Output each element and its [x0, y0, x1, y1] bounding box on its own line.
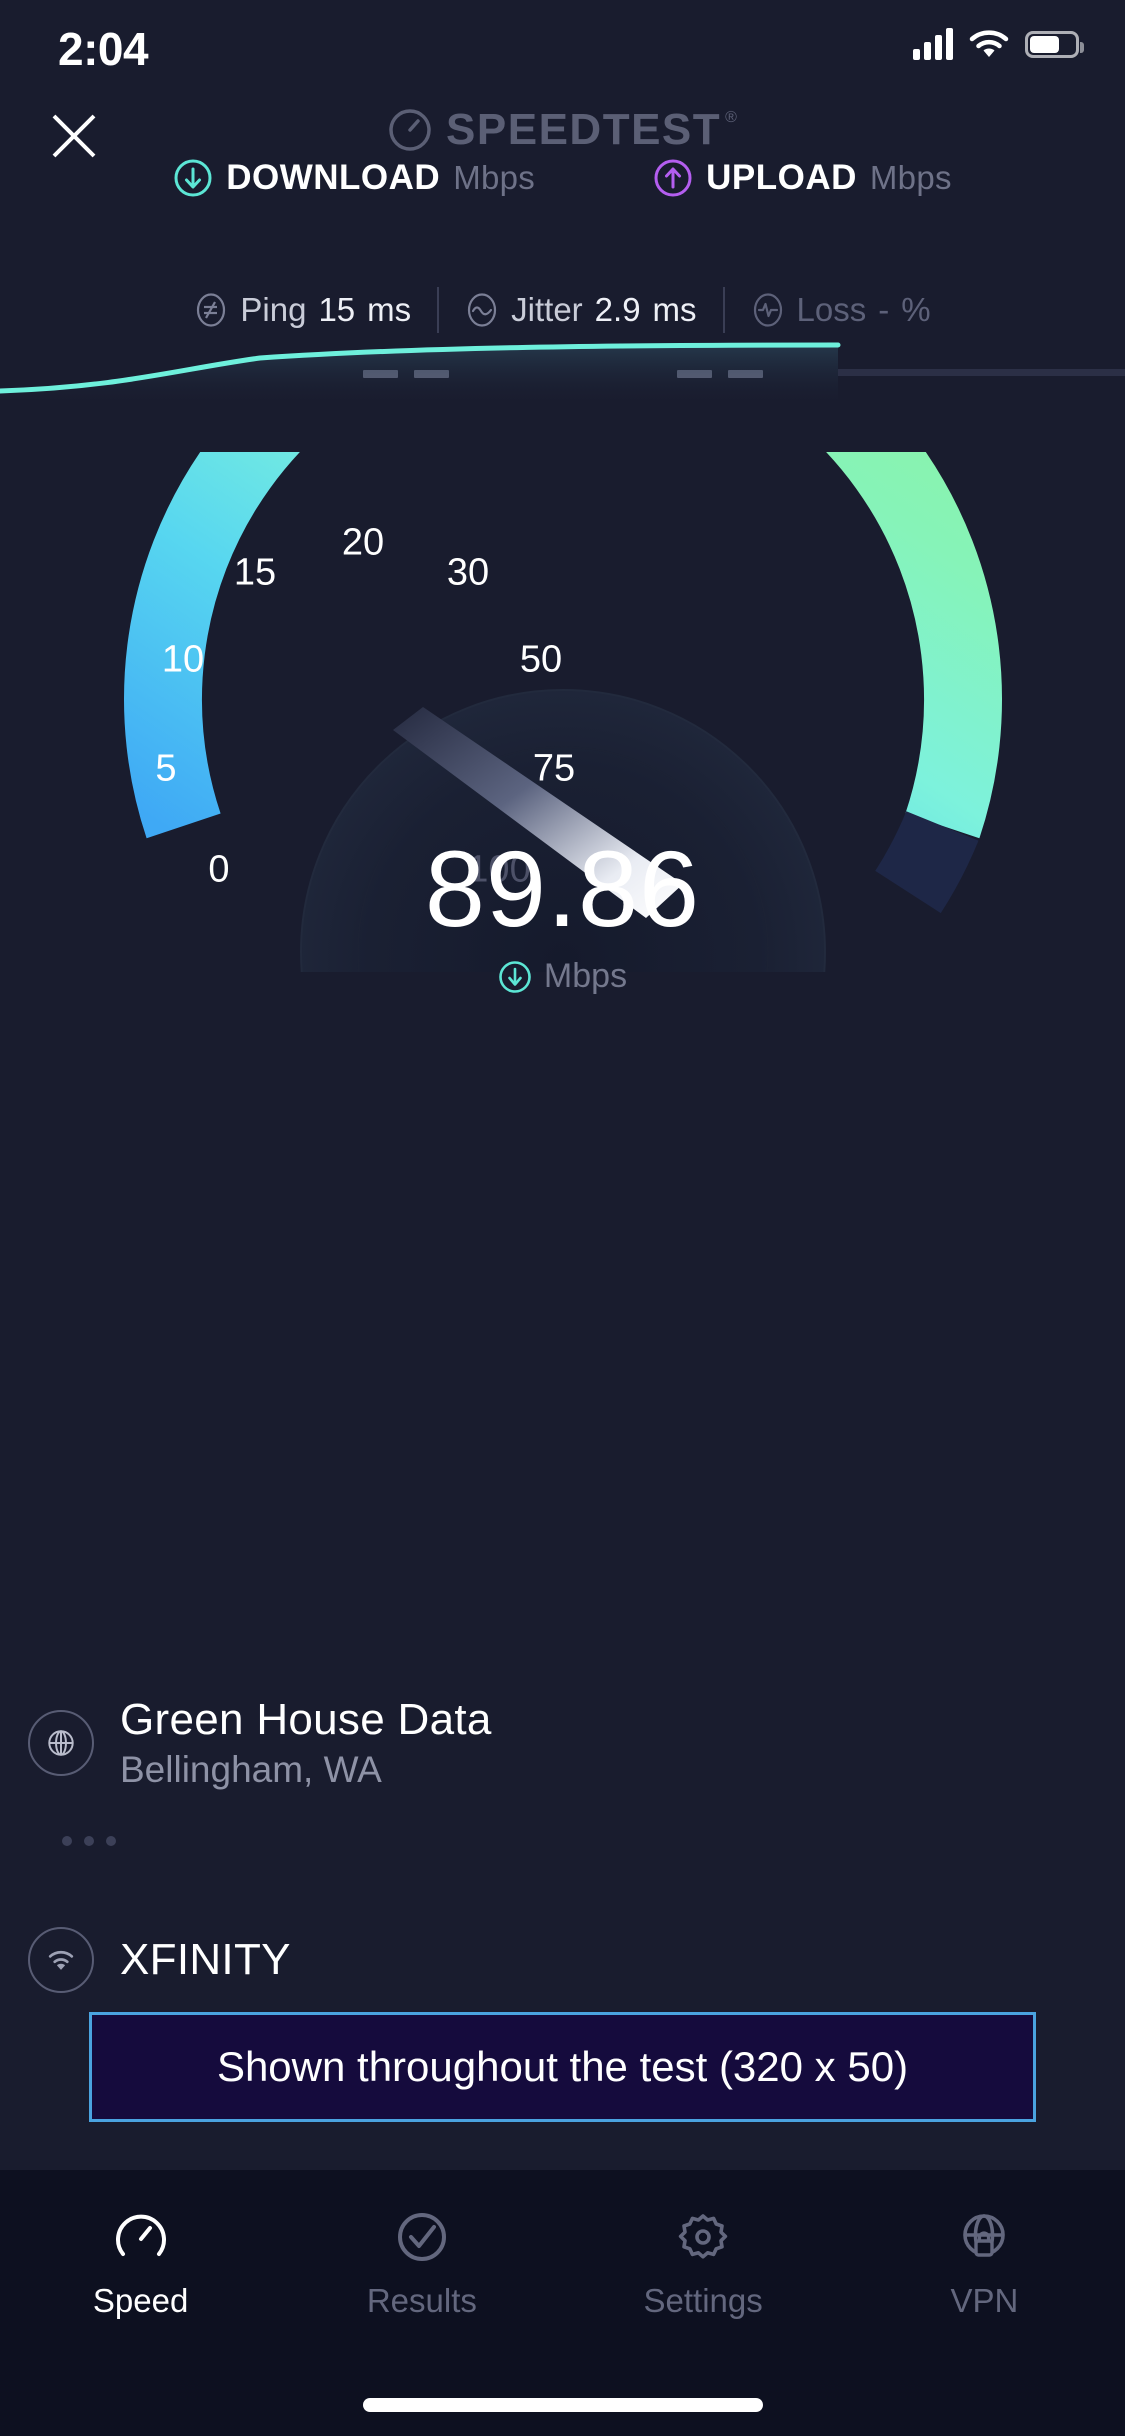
metric-loss-unit: %: [901, 291, 931, 328]
cellular-bars-icon: [913, 28, 953, 60]
upload-label: UPLOAD: [706, 158, 857, 197]
gauge-needle: [392, 707, 683, 918]
gauge-tick-15: 15: [233, 551, 277, 594]
gauge-tick-5: 5: [155, 747, 177, 790]
gauge-tick-100: 100: [467, 848, 531, 891]
download-arrow-icon: [499, 960, 531, 993]
gauge-graphic: [123, 452, 1002, 972]
gear-icon: [678, 2214, 728, 2259]
tab-vpn[interactable]: VPN: [844, 2210, 1125, 2320]
network-metrics-row: Ping 15 ms Jitter 2.9 ms Loss - %: [0, 287, 1125, 333]
upload-arrow-icon: [654, 159, 692, 197]
check-circle-icon: [397, 2213, 446, 2261]
gauge-arc-end-cap: [874, 810, 979, 914]
sparkline-path: [0, 342, 841, 394]
metric-ping-unit: ms: [367, 291, 412, 328]
brand-name: SPEEDTEST: [446, 105, 722, 154]
server-name: Green House Data: [120, 1695, 492, 1744]
download-arrow-icon: [174, 159, 212, 197]
ping-icon: [197, 293, 226, 327]
ad-banner-text: Shown throughout the test (320 x 50): [216, 2043, 909, 2090]
metric-divider: [437, 287, 440, 333]
wifi-icon: [969, 29, 1009, 59]
metric-ping: Ping 15 ms: [168, 291, 437, 329]
upload-header[interactable]: UPLOAD Mbps: [653, 158, 952, 198]
tab-results[interactable]: Results: [281, 2210, 562, 2320]
server-text-block: Green House Data Bellingham, WA: [120, 1695, 492, 1791]
server-row[interactable]: Green House Data Bellingham, WA: [28, 1695, 492, 1791]
metric-loss: Loss - %: [725, 291, 957, 329]
speed-unit-row: Mbps: [0, 957, 1125, 996]
loss-icon: [753, 293, 782, 327]
metric-loss-value: -: [878, 291, 890, 328]
metric-jitter-label: Jitter: [511, 291, 583, 328]
metric-jitter-unit: ms: [652, 291, 697, 328]
server-location: Bellingham, WA: [120, 1749, 382, 1790]
metric-jitter-value: 2.9: [594, 291, 641, 328]
status-bar-time: 2:04: [58, 23, 149, 75]
tab-speed[interactable]: Speed: [0, 2210, 281, 2320]
loading-dots-icon: [62, 1836, 116, 1846]
upload-unit: Mbps: [869, 159, 952, 196]
tab-vpn-label: VPN: [950, 2282, 1019, 2319]
metric-loss-label: Loss: [796, 291, 867, 328]
wifi-icon: [28, 1927, 94, 1993]
speed-gauge: 0 5 10 15 20 30 50 75 100: [0, 452, 1125, 972]
close-icon: [52, 114, 96, 158]
close-button[interactable]: [38, 100, 110, 172]
globe-lock-icon: [963, 2214, 1006, 2257]
metric-ping-value: 15: [318, 291, 356, 328]
status-bar-indicators: [913, 28, 1084, 60]
speed-value: 89.86: [424, 828, 701, 949]
speed-unit: Mbps: [543, 957, 628, 995]
gauge-tick-10: 10: [161, 638, 205, 681]
isp-row[interactable]: XFINITY: [28, 1927, 291, 1993]
gauge-readout: 89.86 Mbps: [0, 835, 1125, 996]
battery-icon: [1025, 30, 1084, 58]
metric-jitter: Jitter 2.9 ms: [439, 291, 722, 329]
sparkline-track: [838, 369, 1125, 376]
jitter-icon: [468, 293, 497, 327]
download-upload-header: DOWNLOAD Mbps UPLOAD Mbps: [0, 158, 1125, 198]
metric-ping-label: Ping: [240, 291, 307, 328]
gauge-arc: [123, 452, 1002, 839]
tab-results-label: Results: [366, 2282, 477, 2319]
speedtest-gauge-logo-icon: [389, 109, 431, 151]
bottom-tab-bar: Speed Results Settings VPN: [0, 2170, 1125, 2436]
metric-divider: [722, 287, 725, 333]
tab-settings[interactable]: Settings: [563, 2210, 844, 2320]
brand-trademark: ®: [725, 109, 737, 126]
globe-icon: [28, 1710, 94, 1776]
gauge-tick-20: 20: [341, 521, 385, 564]
throughput-sparkline: [0, 325, 1125, 405]
app-brand: SPEEDTEST ®: [0, 105, 1125, 155]
speedometer-icon: [115, 2214, 166, 2256]
tab-settings-label: Settings: [643, 2282, 763, 2319]
download-label: DOWNLOAD: [226, 158, 441, 197]
download-header[interactable]: DOWNLOAD Mbps: [173, 158, 535, 198]
gauge-tick-30: 30: [446, 551, 490, 594]
gauge-tick-75: 75: [532, 747, 576, 790]
isp-name: XFINITY: [120, 1935, 291, 1984]
gauge-tick-0: 0: [208, 848, 230, 891]
home-indicator[interactable]: [362, 2398, 763, 2412]
sparkline-area: [0, 345, 838, 405]
ad-banner[interactable]: Shown throughout the test (320 x 50): [89, 2012, 1036, 2122]
gauge-tick-50: 50: [519, 638, 563, 681]
status-bar: 2:04: [0, 0, 1125, 100]
download-unit: Mbps: [453, 159, 536, 196]
tab-speed-label: Speed: [92, 2282, 189, 2319]
